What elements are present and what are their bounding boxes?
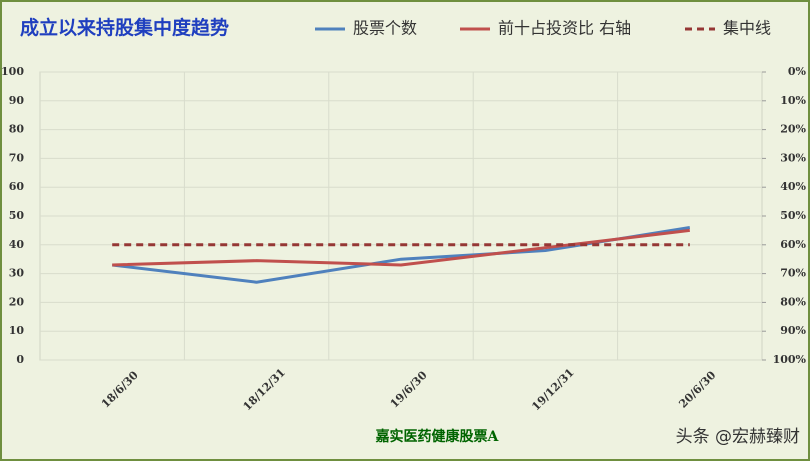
y2-tick-label: 90% (780, 324, 806, 337)
y2-tick-label: 0% (788, 65, 807, 78)
y2-tick-label: 80% (780, 295, 806, 308)
chart-title: 成立以来持股集中度趋势 (20, 16, 229, 39)
watermark: 头条 @宏赫臻财 (676, 427, 800, 447)
y-tick-label: 80 (9, 123, 25, 136)
y2-tick-label: 30% (780, 151, 806, 164)
y-tick-label: 70 (9, 151, 25, 164)
x-axis-label: 嘉实医药健康股票A (375, 428, 500, 445)
y-tick-label: 30 (9, 267, 25, 280)
y2-tick-label: 60% (780, 238, 806, 251)
y2-tick-label: 40% (780, 180, 806, 193)
y-tick-label: 10 (9, 324, 25, 337)
series-line (112, 228, 690, 267)
y-tick-label: 50 (9, 209, 25, 222)
y2-tick-label: 70% (780, 267, 806, 280)
legend-label: 股票个数 (353, 19, 417, 38)
y-tick-label: 60 (9, 180, 25, 193)
y-tick-label: 100 (1, 65, 24, 78)
legend-label: 集中线 (723, 19, 771, 38)
y2-tick-label: 20% (780, 123, 806, 136)
y-tick-label: 0 (16, 353, 24, 366)
y2-tick-label: 50% (780, 209, 806, 222)
y2-tick-label: 100% (773, 353, 807, 366)
legend-label: 前十占投资比 右轴 (498, 19, 631, 38)
y-tick-label: 20 (9, 295, 25, 308)
y2-tick-label: 10% (780, 94, 806, 107)
y-tick-label: 90 (9, 94, 25, 107)
y-tick-label: 40 (9, 238, 25, 251)
